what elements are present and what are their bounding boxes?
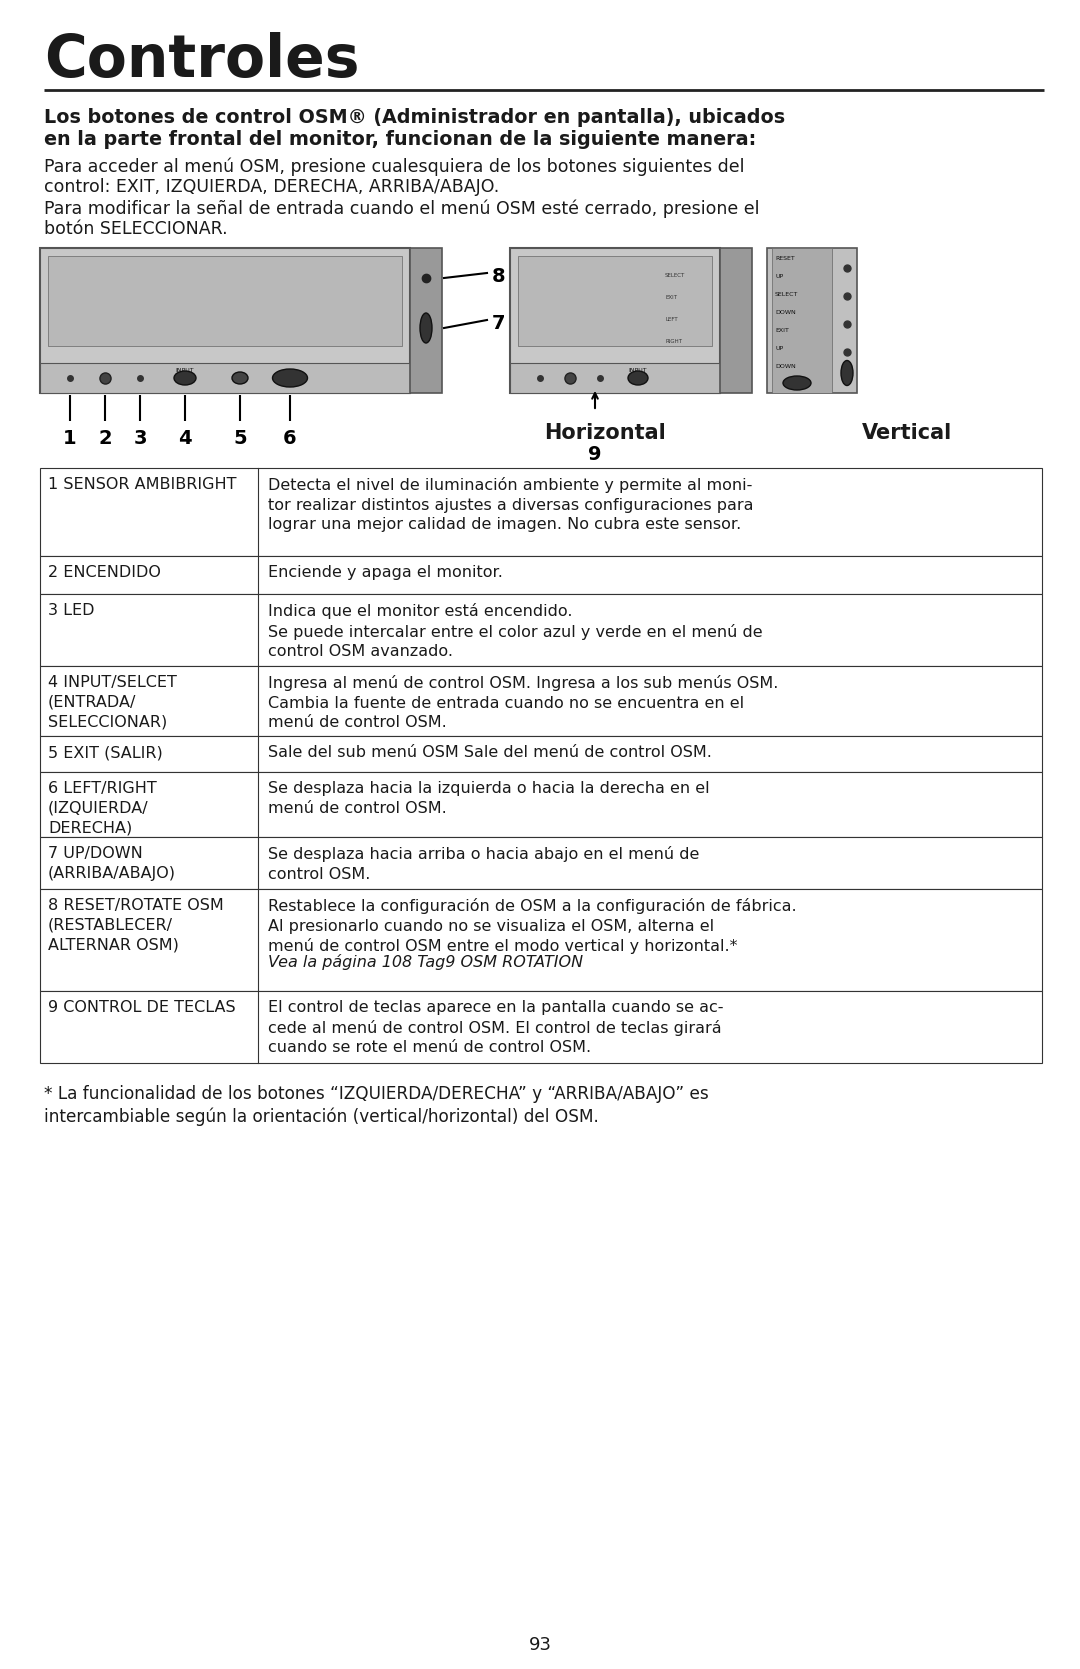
Text: DOWN: DOWN xyxy=(775,364,796,369)
Text: en la parte frontal del monitor, funcionan de la siguiente manera:: en la parte frontal del monitor, funcion… xyxy=(44,130,756,149)
Text: 5: 5 xyxy=(233,429,247,447)
Text: 3: 3 xyxy=(133,429,147,447)
Text: Restablece la configuración de OSM a la configuración de fábrica.
Al presionarlo: Restablece la configuración de OSM a la … xyxy=(268,898,797,955)
Text: 8 RESET/ROTATE OSM
(RESTABLECER/
ALTERNAR OSM): 8 RESET/ROTATE OSM (RESTABLECER/ ALTERNA… xyxy=(48,898,224,951)
Text: RIGHT: RIGHT xyxy=(665,339,681,344)
Text: Enciende y apaga el monitor.: Enciende y apaga el monitor. xyxy=(268,566,503,581)
Ellipse shape xyxy=(232,372,248,384)
Bar xyxy=(40,249,410,392)
Text: EXIT: EXIT xyxy=(665,295,677,300)
Bar xyxy=(410,249,442,392)
Bar xyxy=(40,666,1042,736)
Text: LEFT: LEFT xyxy=(665,317,677,322)
Text: * La funcionalidad de los botones “IZQUIERDA/DERECHA” y “ARRIBA/ABAJO” es: * La funcionalidad de los botones “IZQUI… xyxy=(44,1085,708,1103)
Ellipse shape xyxy=(841,361,853,386)
Text: 5 EXIT (SALIR): 5 EXIT (SALIR) xyxy=(48,744,163,759)
Text: 9 CONTROL DE TECLAS: 9 CONTROL DE TECLAS xyxy=(48,1000,235,1015)
Bar xyxy=(40,773,1042,836)
Text: 3 LED: 3 LED xyxy=(48,603,95,618)
Text: Se desplaza hacia arriba o hacia abajo en el menú de
control OSM.: Se desplaza hacia arriba o hacia abajo e… xyxy=(268,846,700,881)
Bar xyxy=(40,736,1042,773)
Text: Detecta el nivel de iluminación ambiente y permite al moni-
tor realizar distint: Detecta el nivel de iluminación ambiente… xyxy=(268,477,754,532)
Bar xyxy=(40,467,1042,556)
Bar xyxy=(510,249,720,392)
Text: Los botones de control OSM® (Administrador en pantalla), ubicados: Los botones de control OSM® (Administrad… xyxy=(44,108,785,127)
Bar xyxy=(720,249,752,392)
Text: Para modificar la señal de entrada cuando el menú OSM esté cerrado, presione el: Para modificar la señal de entrada cuand… xyxy=(44,200,759,219)
Bar xyxy=(40,836,1042,890)
Bar xyxy=(40,991,1042,1063)
Bar xyxy=(40,556,1042,594)
Ellipse shape xyxy=(627,371,648,386)
Text: 8: 8 xyxy=(492,267,505,285)
Text: Vea la página 108 Tag9 OSM ROTATION: Vea la página 108 Tag9 OSM ROTATION xyxy=(268,953,583,970)
Text: 6: 6 xyxy=(283,429,297,447)
Text: 4: 4 xyxy=(178,429,192,447)
Ellipse shape xyxy=(272,369,308,387)
Text: DOWN: DOWN xyxy=(775,310,796,315)
Bar xyxy=(510,362,720,392)
Text: UP: UP xyxy=(775,345,783,350)
Text: control: EXIT, IZQUIERDA, DERECHA, ARRIBA/ABAJO.: control: EXIT, IZQUIERDA, DERECHA, ARRIB… xyxy=(44,179,499,195)
Bar xyxy=(48,255,402,345)
Text: SELECT: SELECT xyxy=(665,274,685,279)
Ellipse shape xyxy=(783,376,811,391)
Text: Se desplaza hacia la izquierda o hacia la derecha en el
menú de control OSM.: Se desplaza hacia la izquierda o hacia l… xyxy=(268,781,710,816)
Text: 7: 7 xyxy=(492,314,505,334)
Text: RESET: RESET xyxy=(775,255,795,260)
Text: Para acceder al menú OSM, presione cualesquiera de los botones siguientes del: Para acceder al menú OSM, presione cuale… xyxy=(44,159,744,177)
Bar xyxy=(40,594,1042,666)
Bar xyxy=(40,890,1042,991)
Text: EXIT: EXIT xyxy=(775,329,788,334)
Text: INPUT: INPUT xyxy=(176,367,194,372)
Text: 1: 1 xyxy=(64,429,77,447)
Text: 7 UP/DOWN
(ARRIBA/ABAJO): 7 UP/DOWN (ARRIBA/ABAJO) xyxy=(48,846,176,881)
Text: El control de teclas aparece en la pantalla cuando se ac-
cede al menú de contro: El control de teclas aparece en la panta… xyxy=(268,1000,724,1055)
Ellipse shape xyxy=(420,314,432,344)
Text: Sale del sub menú OSM Sale del menú de control OSM.: Sale del sub menú OSM Sale del menú de c… xyxy=(268,744,712,759)
Text: 2: 2 xyxy=(98,429,112,447)
Ellipse shape xyxy=(174,371,195,386)
Text: botón SELECCIONAR.: botón SELECCIONAR. xyxy=(44,220,228,239)
Text: Ingresa al menú de control OSM. Ingresa a los sub menús OSM.
Cambia la fuente de: Ingresa al menú de control OSM. Ingresa … xyxy=(268,674,779,729)
Bar xyxy=(40,362,410,392)
Text: UP: UP xyxy=(775,274,783,279)
Text: Controles: Controles xyxy=(44,32,360,88)
Text: 93: 93 xyxy=(528,1636,552,1654)
Text: 2 ENCENDIDO: 2 ENCENDIDO xyxy=(48,566,161,581)
Text: 4 INPUT/SELCET
(ENTRADA/
SELECCIONAR): 4 INPUT/SELCET (ENTRADA/ SELECCIONAR) xyxy=(48,674,177,729)
Text: SELECT: SELECT xyxy=(775,292,798,297)
Text: INPUT: INPUT xyxy=(629,367,647,372)
Text: Horizontal: Horizontal xyxy=(544,422,666,442)
Text: 9: 9 xyxy=(589,446,602,464)
Bar xyxy=(767,249,858,392)
Bar xyxy=(518,255,712,345)
Bar xyxy=(772,249,832,392)
Text: 1 SENSOR AMBIBRIGHT: 1 SENSOR AMBIBRIGHT xyxy=(48,477,237,492)
Text: Vertical: Vertical xyxy=(862,422,953,442)
Text: intercambiable según la orientación (vertical/horizontal) del OSM.: intercambiable según la orientación (ver… xyxy=(44,1107,599,1125)
Text: Indica que el monitor está encendido.
Se puede intercalar entre el color azul y : Indica que el monitor está encendido. Se… xyxy=(268,603,762,659)
Text: 6 LEFT/RIGHT
(IZQUIERDA/
DERECHA): 6 LEFT/RIGHT (IZQUIERDA/ DERECHA) xyxy=(48,781,157,834)
